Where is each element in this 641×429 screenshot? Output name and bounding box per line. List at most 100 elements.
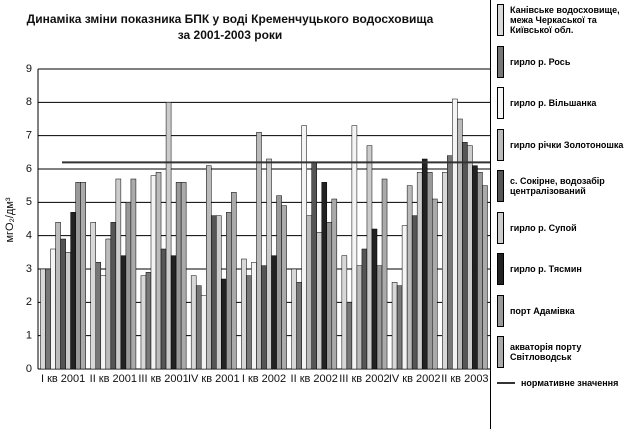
bar <box>442 172 448 370</box>
bar <box>296 282 302 370</box>
y-tick-label: 4 <box>26 230 32 242</box>
legend-label: акваторія порту Світловодськ <box>510 342 582 362</box>
legend-item: Канівське водосховище, межа Черкаської т… <box>497 4 637 36</box>
bar <box>70 212 76 370</box>
bar <box>271 255 277 370</box>
bar <box>145 272 152 370</box>
bar <box>431 198 438 370</box>
y-tick-label: 7 <box>26 130 32 142</box>
legend-item: порт Адамівка <box>497 294 637 327</box>
y-tick-label: 0 <box>26 363 32 375</box>
bar <box>401 225 408 370</box>
bar <box>381 178 388 370</box>
legend-swatch <box>497 336 504 368</box>
bar <box>276 195 282 370</box>
legend-item: акваторія порту Світловодськ <box>497 336 637 368</box>
bar <box>211 215 217 370</box>
bar <box>356 265 363 370</box>
bar <box>80 182 86 370</box>
bar <box>130 178 137 370</box>
y-tick-label: 8 <box>26 96 32 108</box>
bar <box>226 212 232 370</box>
bar <box>376 265 383 370</box>
bar <box>125 202 132 370</box>
legend-item: гирло р. Тясмин <box>497 253 637 285</box>
legend-swatch <box>497 211 504 244</box>
legend-swatch <box>497 170 504 202</box>
legend-swatch <box>497 128 504 161</box>
bar <box>165 102 172 370</box>
bar <box>477 172 483 370</box>
legend-label: гирло р. Тясмин <box>510 264 582 274</box>
legend-item: нормативне значення <box>497 378 637 388</box>
y-tick-label: 3 <box>26 263 32 275</box>
bar <box>482 185 488 370</box>
legend-label: с. Сокірне, водозабір централізований <box>510 176 605 196</box>
bar <box>95 262 102 370</box>
bar <box>180 182 187 370</box>
y-axis-label: мгO₂/дм³ <box>4 197 16 242</box>
bar <box>231 192 237 370</box>
bar <box>170 255 177 370</box>
bar <box>75 182 81 370</box>
bar <box>175 182 182 370</box>
chart-title: Динаміка зміни показника БПК у воді Крем… <box>27 12 434 26</box>
y-tick-label: 2 <box>26 296 32 308</box>
bar <box>291 268 297 370</box>
bar <box>411 215 418 370</box>
bar <box>321 182 328 370</box>
bar <box>256 132 262 370</box>
bar <box>246 275 252 370</box>
legend-item: гирло р. Вільшанка <box>497 87 637 119</box>
bar <box>241 258 247 370</box>
x-tick-label: I кв 2002 <box>242 373 286 385</box>
bar <box>396 285 403 370</box>
x-tick-label: I кв 2001 <box>41 373 85 385</box>
bar <box>316 232 323 370</box>
bar <box>341 255 348 370</box>
bar <box>457 118 463 370</box>
x-tick-label: IV кв 2002 <box>389 373 441 385</box>
bar <box>110 222 117 370</box>
bar <box>50 248 56 370</box>
legend: Канівське водосховище, межа Черкаської т… <box>490 0 641 429</box>
chart-subtitle: за 2001-2003 роки <box>178 28 283 42</box>
legend-label: гирло річки Золотоношка <box>510 139 624 150</box>
bar <box>366 145 373 370</box>
x-tick-label: II кв 2002 <box>291 373 338 385</box>
bar <box>421 158 428 370</box>
legend-swatch <box>497 4 504 36</box>
bar <box>100 275 107 370</box>
y-tick-label: 6 <box>26 163 32 175</box>
y-tick-label: 9 <box>26 63 32 75</box>
bar <box>261 265 267 370</box>
legend-swatch <box>497 45 504 78</box>
x-tick-label: IV кв 2001 <box>188 373 240 385</box>
legend-item: гирло р. Супой <box>497 211 637 244</box>
bar <box>426 172 433 370</box>
bar <box>216 215 222 370</box>
legend-label: Канівське водосховище, межа Черкаської т… <box>510 5 620 35</box>
legend-item: с. Сокірне, водозабір централізований <box>497 170 637 202</box>
bar <box>115 178 122 370</box>
bar <box>467 145 473 370</box>
bar <box>221 278 227 370</box>
bar <box>391 282 398 370</box>
bar <box>155 172 162 370</box>
legend-label: гирло р. Рось <box>510 56 571 67</box>
bar <box>205 165 212 370</box>
bar <box>55 222 61 370</box>
bar <box>140 275 147 370</box>
bar <box>40 268 46 370</box>
legend-swatch <box>497 294 504 327</box>
bar <box>331 198 338 370</box>
bar <box>60 238 66 370</box>
bar <box>150 175 157 370</box>
bar <box>65 252 71 370</box>
chart: Динаміка зміни показника БПК у воді Крем… <box>4 12 490 385</box>
legend-swatch <box>497 87 504 119</box>
y-tick-label: 5 <box>26 196 32 208</box>
legend-item: гирло річки Золотоношка <box>497 128 637 161</box>
legend-swatch <box>497 253 504 285</box>
